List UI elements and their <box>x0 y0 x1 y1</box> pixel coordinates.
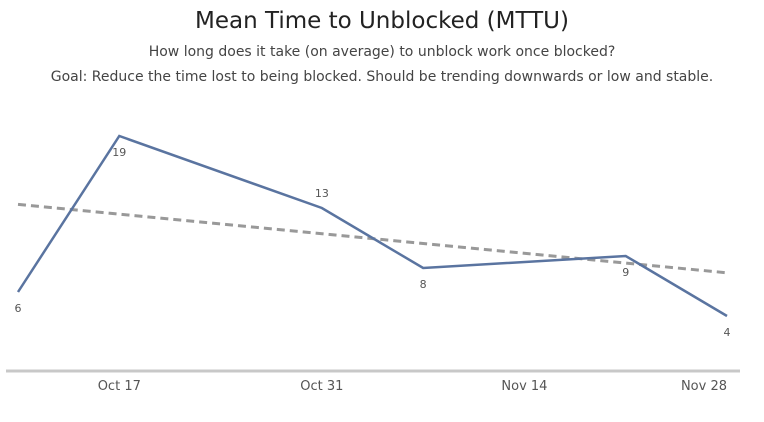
data-label: 8 <box>420 278 427 291</box>
chart-subtitle: How long does it take (on average) to un… <box>148 44 616 60</box>
data-label: 9 <box>622 266 629 279</box>
x-tick-label: Nov 14 <box>501 379 547 394</box>
x-axis: Oct 17 Oct 31 Nov 14 Nov 28 <box>6 369 740 394</box>
data-label: 13 <box>315 187 329 200</box>
chart-title: Mean Time to Unblocked (MTTU) <box>195 8 569 34</box>
data-label: 19 <box>112 146 126 159</box>
chart-goal-text: Goal: Reduce the time lost to being bloc… <box>50 69 714 85</box>
x-tick-label: Nov 28 <box>681 379 727 394</box>
data-label: 6 <box>15 302 22 315</box>
series-layer: 6 19 13 8 9 4 <box>15 134 731 339</box>
x-tick-label: Oct 17 <box>98 379 141 394</box>
data-label: 4 <box>724 326 731 339</box>
x-tick-label: Oct 31 <box>300 379 343 394</box>
series-line <box>16 134 728 318</box>
